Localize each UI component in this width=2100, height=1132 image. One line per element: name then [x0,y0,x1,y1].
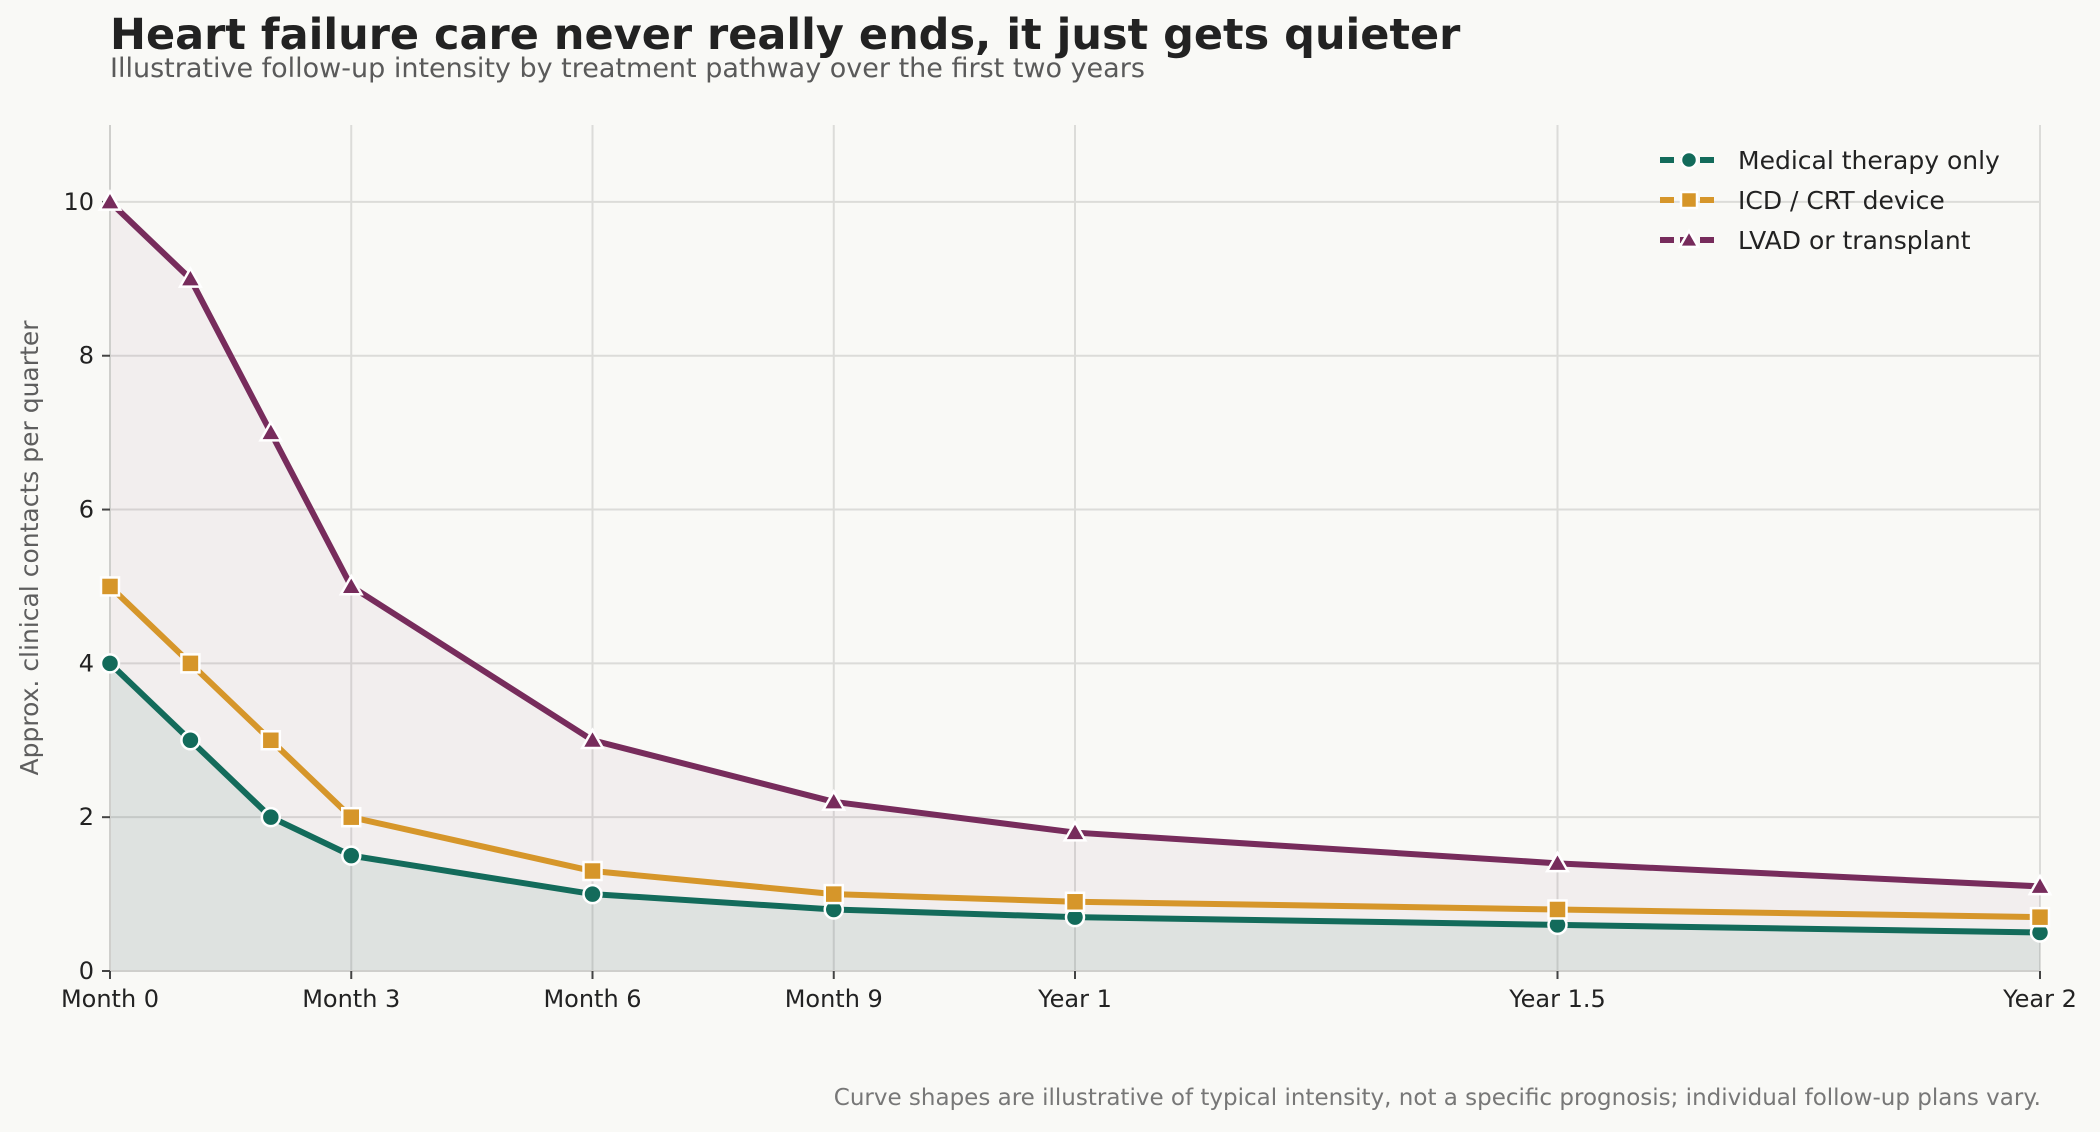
legend-label: LVAD or transplant [1738,226,1971,255]
x-tick-label: Month 6 [543,985,641,1013]
data-point [338,573,364,596]
data-point [2029,906,2051,928]
y-axis-label: Approx. clinical contacts per quarter [15,320,44,776]
y-tick-label: 10 [63,188,94,216]
data-point [341,845,362,866]
data-point [177,265,203,288]
series-markers [97,189,2053,943]
data-point [823,883,844,905]
y-tick-label: 6 [79,496,94,524]
footnote: Curve shapes are illustrative of typical… [833,1085,2041,1111]
data-point [260,730,282,751]
data-point [180,730,201,751]
data-point [1062,819,1088,842]
y-tick-label: 2 [79,803,94,831]
y-tick-label: 8 [79,342,94,370]
data-point [99,576,121,597]
x-tick-label: Month 3 [302,985,400,1013]
data-point [258,419,284,442]
data-point [821,788,847,811]
y-tick-label: 4 [79,649,94,677]
data-point [260,806,282,828]
data-point [341,806,362,828]
data-point [97,189,123,211]
data-point [1064,891,1086,913]
y-tick-label: 0 [79,957,94,985]
chart-subtitle: Illustrative follow-up intensity by trea… [110,53,1145,84]
x-tick-label: Month 9 [785,985,883,1013]
x-tick-label: Year 1 [1037,985,1112,1013]
data-point [2027,873,2053,896]
data-point [582,860,603,882]
data-point [579,727,606,750]
x-tick-label: Month 0 [61,985,159,1013]
legend-label: Medical therapy only [1738,146,2000,175]
legend: Medical therapy only ICD / CRT device LVAD… [1660,146,2000,255]
data-point [582,883,603,905]
tick-labels: 0 2 4 6 8 10 Month 0 Month 3 Month 6 Month 9 Year … [61,188,2077,1013]
x-tick-label: Year 2 [2002,985,2077,1013]
area-fill [110,201,2040,972]
chart-title: Heart failure care never really ends, it… [110,10,1461,60]
legend-label: ICD / CRT device [1738,186,1945,215]
legend-marker [1679,150,1699,170]
legend-marker [1677,228,1701,249]
data-point [1547,899,1568,920]
data-point [180,653,201,674]
x-tick-label: Year 1.5 [1508,985,1606,1013]
data-point [1544,850,1571,873]
legend-marker [1679,190,1699,210]
data-point [99,653,121,674]
